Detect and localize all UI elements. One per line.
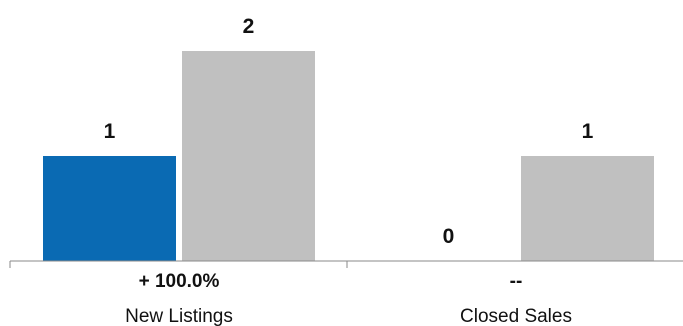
category-label-new-listings: New Listings [125, 306, 233, 326]
value-label-new-listings-1: 1 [104, 120, 116, 143]
change-label-closed-sales: -- [510, 271, 523, 292]
value-label-closed-sales-2: 1 [582, 120, 594, 143]
change-label-new-listings: + 100.0% [139, 271, 220, 292]
category-labels: + 100.0% New Listings -- Closed Sales [125, 271, 572, 326]
value-label-new-listings-2: 2 [243, 15, 255, 38]
category-label-closed-sales: Closed Sales [460, 306, 572, 326]
bar-new-listings-2 [182, 51, 315, 261]
bar-closed-sales-2 [521, 156, 654, 261]
bar-new-listings-1 [43, 156, 176, 261]
value-labels-layer: 1 2 0 1 [104, 15, 594, 248]
bars-layer [43, 51, 654, 261]
value-label-closed-sales-1: 0 [443, 225, 455, 248]
x-axis [9, 260, 683, 268]
